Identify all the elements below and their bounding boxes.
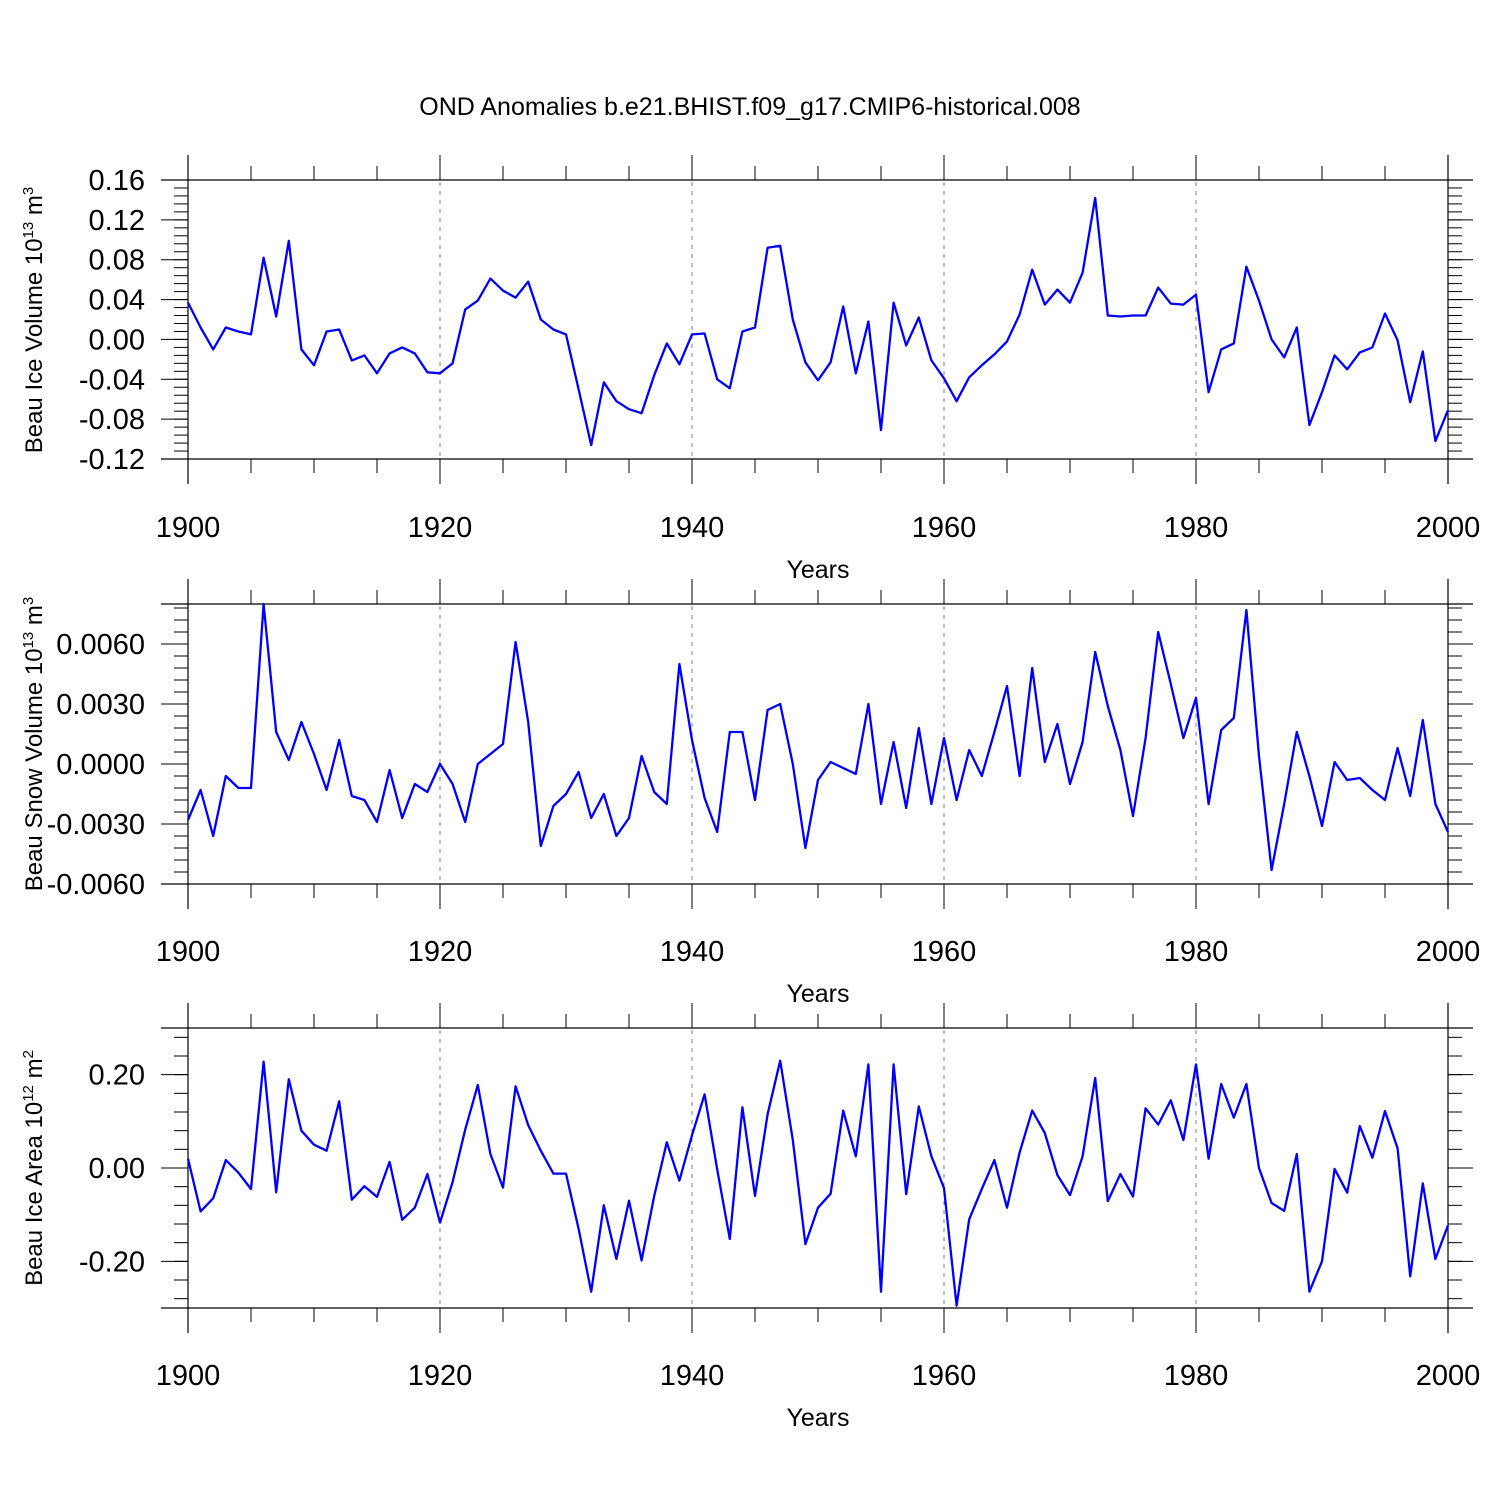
x-tick-label: 1940 xyxy=(660,512,725,544)
x-tick-label: 1920 xyxy=(408,512,473,544)
y-tick-label: 0.00 xyxy=(89,1153,145,1185)
x-tick-label: 1960 xyxy=(912,1360,977,1392)
y-axis-label: Beau Ice Volume 1013 m3 xyxy=(20,187,48,454)
x-tick-label: 2000 xyxy=(1416,512,1481,544)
y-tick-label: -0.0060 xyxy=(47,869,145,901)
y-tick-label: 0.0030 xyxy=(56,689,145,721)
y-tick-label: 0.0060 xyxy=(56,629,145,661)
y-axis-label: Beau Snow Volume 1013 m3 xyxy=(20,597,48,892)
x-tick-label: 1960 xyxy=(912,936,977,968)
y-tick-label: 0.16 xyxy=(89,165,145,197)
x-tick-label: 2000 xyxy=(1416,936,1481,968)
y-tick-label: 0.08 xyxy=(89,245,145,277)
x-tick-label: 1980 xyxy=(1164,512,1229,544)
y-tick-label: 0.00 xyxy=(89,324,145,356)
y-tick-label: -0.08 xyxy=(79,404,145,436)
x-tick-label: 1900 xyxy=(156,936,221,968)
panel-ice-area: -0.20 0.00 0.20 1900 1920 1940 1960 1980 2000 Yea… xyxy=(20,1003,1480,1432)
x-tick-label: 1900 xyxy=(156,512,221,544)
y-tick-label: -0.0030 xyxy=(47,809,145,841)
x-tick-label: 1960 xyxy=(912,512,977,544)
figure-title: OND Anomalies b.e21.BHIST.f09_g17.CMIP6-… xyxy=(419,93,1080,121)
x-tick-label: 1980 xyxy=(1164,1360,1229,1392)
y-tick-label: 0.12 xyxy=(89,205,145,237)
series-line xyxy=(186,1059,1450,1307)
series-line xyxy=(186,196,1450,447)
panel-ice-volume: -0.12 -0.08 -0.04 0.00 0.04 0.08 0.12 0.16 1900 1… xyxy=(20,155,1480,584)
y-tick-label: -0.12 xyxy=(79,444,145,476)
x-tick-label: 2000 xyxy=(1416,1360,1481,1392)
y-tick-label: 0.0000 xyxy=(56,749,145,781)
x-axis-label: Years xyxy=(786,980,849,1008)
y-axis-label: Beau Ice Area 1012 m2 xyxy=(20,1050,48,1286)
y-tick-label: 0.20 xyxy=(89,1060,145,1092)
x-tick-label: 1920 xyxy=(408,936,473,968)
x-tick-label: 1980 xyxy=(1164,936,1229,968)
y-tick-label: -0.04 xyxy=(79,364,145,396)
x-tick-label: 1940 xyxy=(660,1360,725,1392)
x-axis-label: Years xyxy=(786,556,849,584)
x-axis-label: Years xyxy=(786,1404,849,1432)
y-tick-label: 0.04 xyxy=(89,285,145,317)
y-tick-label: -0.20 xyxy=(79,1246,145,1278)
x-tick-label: 1900 xyxy=(156,1360,221,1392)
panel-snow-volume: -0.0060 -0.0030 0.0000 0.0030 0.0060 1900 1920… xyxy=(20,579,1480,1008)
x-tick-label: 1920 xyxy=(408,1360,473,1392)
x-tick-label: 1940 xyxy=(660,936,725,968)
series-line xyxy=(186,602,1450,872)
